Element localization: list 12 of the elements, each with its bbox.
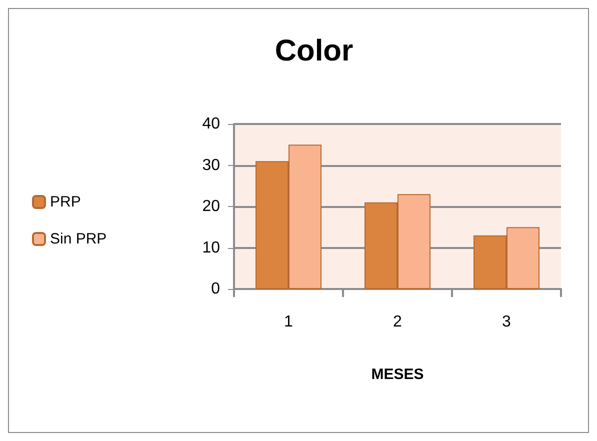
x-tick-label: 2 (393, 314, 402, 330)
y-tick-label: 40 (202, 116, 220, 132)
x-tick-label: 1 (284, 314, 294, 330)
x-tick-label: 3 (502, 314, 512, 330)
y-tick-label: 20 (202, 198, 220, 215)
legend-label: Sin PRP (50, 230, 107, 248)
y-tick-label: 10 (202, 239, 220, 256)
chart-title: Color (274, 34, 354, 68)
y-tick-label: 30 (202, 156, 220, 174)
legend-label: PRP (50, 194, 81, 210)
x-axis-title: MESES (371, 366, 424, 383)
y-tick-label: 0 (211, 280, 220, 298)
